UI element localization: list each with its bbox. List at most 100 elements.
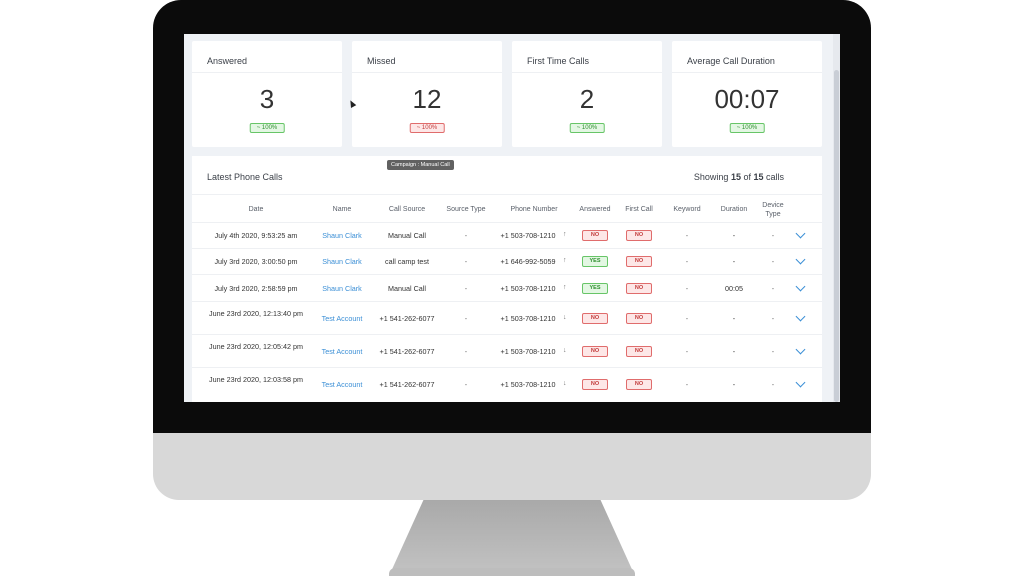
- contact-name-link[interactable]: Shaun Clark: [322, 283, 362, 293]
- date-cell: June 23rd 2020, 12:03:58 pm: [209, 374, 303, 384]
- column-header[interactable]: Keyword: [673, 206, 701, 213]
- table-row[interactable]: July 3rd 2020, 3:00:50 pm Shaun Clark call…: [192, 248, 822, 274]
- stat-title: Average Call Duration: [687, 56, 775, 66]
- count-shown: 15: [730, 172, 741, 182]
- contact-name-link[interactable]: Test Account: [321, 313, 363, 323]
- phone-number-cell: +1 503-708-1210: [500, 231, 556, 240]
- call-source-cell: Manual Call: [388, 283, 426, 293]
- chevron-down-icon[interactable]: [795, 344, 806, 354]
- stat-title: Answered: [207, 56, 248, 66]
- column-header[interactable]: Name: [332, 206, 352, 213]
- count-suffix: calls: [763, 172, 784, 182]
- first-call-badge: NO: [626, 378, 652, 390]
- chevron-down-icon[interactable]: [795, 228, 806, 239]
- keyword-cell: -: [685, 257, 689, 266]
- first-call-badge: NO: [626, 230, 652, 241]
- column-header[interactable]: First Call: [625, 206, 653, 213]
- phone-number-cell: +1 503-708-1210: [500, 313, 556, 323]
- chevron-down-icon[interactable]: [795, 254, 806, 265]
- arrow-up-icon: ↑: [563, 231, 567, 238]
- scrollbar[interactable]: [833, 34, 840, 402]
- chevron-down-icon[interactable]: [795, 281, 806, 291]
- divider: [512, 72, 662, 73]
- device-type-cell: -: [771, 283, 775, 293]
- call-source-cell: +1 541-262-6077: [379, 313, 435, 323]
- answered-badge: YES: [582, 256, 608, 267]
- stat-value: 2: [579, 84, 595, 114]
- duration-cell: -: [732, 231, 736, 240]
- monitor-chin: [153, 433, 871, 500]
- arrow-down-icon: ↓: [563, 313, 567, 321]
- stat-title: Missed: [367, 56, 396, 66]
- call-source-cell: call camp test: [385, 257, 429, 266]
- arrow-up-icon: ↑: [563, 283, 567, 291]
- source-type-cell: -: [464, 379, 468, 389]
- device-type-cell: -: [771, 346, 775, 356]
- duration-cell: -: [732, 346, 736, 356]
- tooltip: Campaign : Manual Call: [387, 160, 454, 170]
- dashboard-screen: Answered 3 ~ 100% Missed 12 ~ 100% First…: [184, 34, 840, 402]
- table-row[interactable]: June 23rd 2020, 12:13:40 pm Test Account +…: [192, 301, 822, 334]
- trend-badge: ~ 100%: [409, 123, 445, 133]
- column-header[interactable]: Source Type: [446, 206, 486, 213]
- keyword-cell: -: [685, 231, 689, 240]
- arrow-up-icon: ↑: [563, 257, 567, 264]
- latest-calls-panel: Latest Phone Calls Showing 15 of 15 call…: [192, 156, 822, 402]
- first-call-badge: NO: [626, 282, 652, 294]
- duration-cell: 00:05: [725, 283, 743, 293]
- chevron-down-icon[interactable]: [795, 377, 806, 387]
- source-type-cell: -: [464, 313, 468, 323]
- duration-cell: -: [732, 257, 736, 266]
- keyword-cell: -: [685, 313, 689, 323]
- table-row[interactable]: July 3rd 2020, 2:58:59 pm Shaun Clark Manu…: [192, 274, 822, 301]
- divider: [352, 72, 502, 73]
- contact-name-link[interactable]: Test Account: [321, 346, 363, 356]
- duration-cell: -: [732, 313, 736, 323]
- trend-badge: ~ 100%: [729, 123, 765, 133]
- monitor-stand: [389, 500, 635, 576]
- phone-number-cell: +1 503-708-1210: [500, 346, 556, 356]
- count-mid: of: [740, 172, 754, 182]
- duration-cell: -: [732, 379, 736, 389]
- date-cell: June 23rd 2020, 12:05:42 pm: [209, 341, 303, 351]
- call-source-cell: +1 541-262-6077: [379, 379, 435, 389]
- source-type-cell: -: [464, 257, 468, 266]
- table-row[interactable]: June 23rd 2020, 12:03:58 pm Test Account +…: [192, 367, 822, 400]
- contact-name-link[interactable]: Shaun Clark: [322, 231, 362, 240]
- divider: [672, 72, 822, 73]
- count-prefix: Showing: [693, 172, 731, 182]
- panel-title: Latest Phone Calls: [207, 172, 283, 182]
- device-type-cell: -: [771, 231, 775, 240]
- call-source-cell: +1 541-262-6077: [379, 346, 435, 356]
- date-cell: July 4th 2020, 9:53:25 am: [214, 231, 298, 240]
- column-header[interactable]: Phone Number: [510, 206, 558, 213]
- column-header[interactable]: Date: [248, 206, 264, 213]
- answered-badge: NO: [582, 312, 608, 324]
- device-type-cell: -: [771, 257, 775, 266]
- stat-title: First Time Calls: [527, 56, 590, 66]
- stat-value: 3: [259, 84, 275, 114]
- chevron-down-icon[interactable]: [795, 311, 806, 321]
- device-type-cell: -: [771, 313, 775, 323]
- scrollbar-thumb[interactable]: [834, 70, 839, 402]
- call-source-cell: Manual Call: [388, 231, 426, 240]
- column-header[interactable]: Duration: [720, 206, 748, 213]
- column-header[interactable]: Device Type: [762, 202, 784, 218]
- contact-name-link[interactable]: Shaun Clark: [322, 257, 362, 266]
- keyword-cell: -: [685, 379, 689, 389]
- column-header[interactable]: Answered: [579, 206, 611, 213]
- source-type-cell: -: [464, 231, 468, 240]
- monitor-base: [389, 568, 635, 576]
- answered-badge: NO: [582, 345, 608, 357]
- phone-number-cell: +1 503-708-1210: [500, 379, 556, 389]
- answered-badge: NO: [582, 230, 608, 241]
- answered-badge: YES: [582, 282, 608, 294]
- column-header[interactable]: Call Source: [388, 206, 426, 213]
- divider: [192, 72, 342, 73]
- keyword-cell: -: [685, 283, 689, 293]
- contact-name-link[interactable]: Test Account: [321, 379, 363, 389]
- stat-value: 12: [412, 84, 442, 114]
- table-row[interactable]: June 23rd 2020, 12:05:42 pm Test Account +…: [192, 334, 822, 367]
- table-row[interactable]: July 4th 2020, 9:53:25 am Shaun Clark Manu…: [192, 222, 822, 248]
- arrow-down-icon: ↓: [563, 346, 567, 354]
